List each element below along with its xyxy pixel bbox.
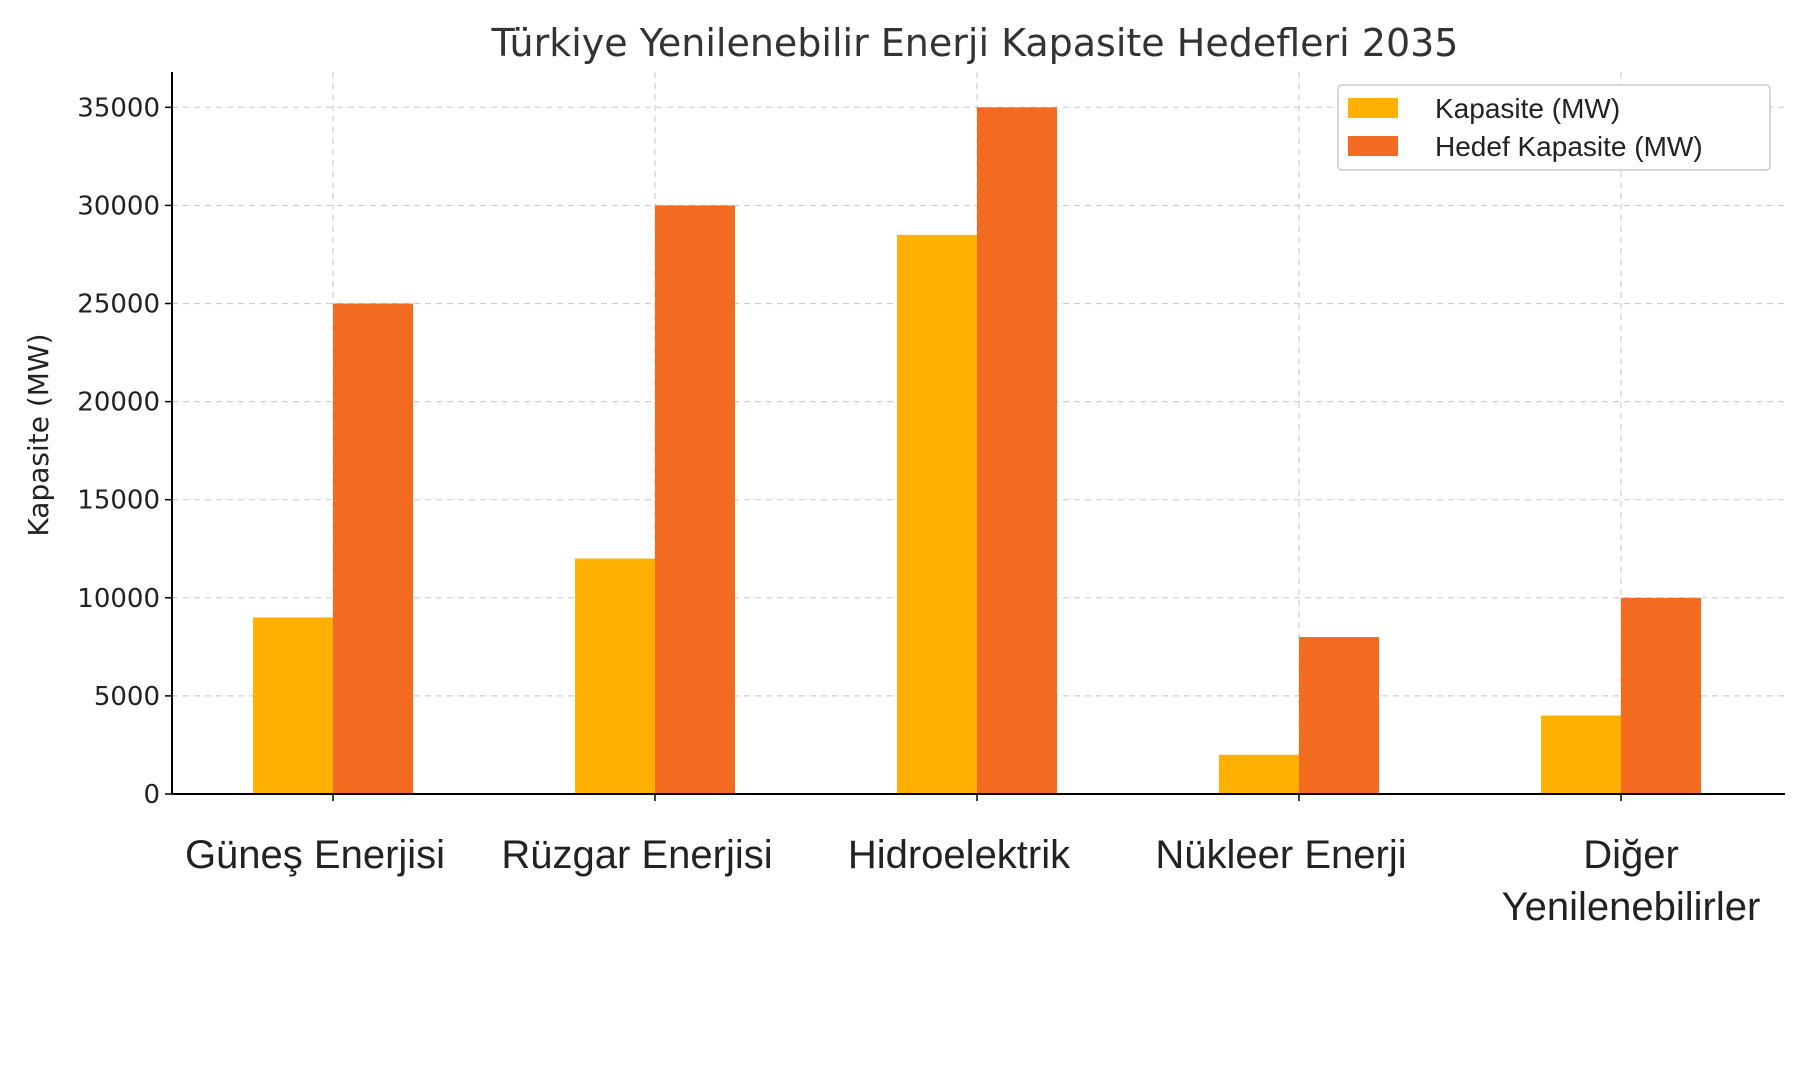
- bar-kapasite-2: [897, 234, 977, 794]
- x-tick-label: Yenilenebilirler: [1502, 885, 1761, 929]
- legend: Kapasite (MW) Hedef Kapasite (MW): [1337, 84, 1771, 171]
- legend-swatch: [1348, 136, 1398, 156]
- legend-label: Kapasite (MW): [1435, 93, 1620, 124]
- bar-hedef-kapasite-1: [655, 205, 735, 795]
- y-axis-label: Kapasite (MW): [22, 333, 55, 536]
- y-tick-label: 25000: [77, 290, 160, 320]
- y-tick-label: 15000: [77, 486, 160, 516]
- chart-title: Türkiye Yenilenebilir Enerji Kapasite He…: [491, 21, 1459, 65]
- x-tick-label: Diğer: [1583, 833, 1679, 877]
- bar-kapasite-3: [1219, 754, 1299, 794]
- y-tick-label: 0: [143, 780, 160, 810]
- bars: [253, 107, 1701, 795]
- axes: [165, 72, 1785, 801]
- y-tick-label: 10000: [77, 584, 160, 614]
- x-tick-label: Hidroelektrik: [848, 833, 1071, 877]
- legend-swatch: [1348, 98, 1398, 118]
- legend-box: [1337, 84, 1771, 171]
- bar-kapasite-4: [1541, 715, 1621, 794]
- legend-label: Hedef Kapasite (MW): [1435, 131, 1703, 162]
- bar-hedef-kapasite-3: [1299, 637, 1379, 794]
- x-tick-label: Rüzgar Enerjisi: [501, 833, 772, 877]
- bar-hedef-kapasite-2: [977, 107, 1057, 795]
- y-tick-label: 35000: [77, 93, 160, 123]
- x-tick-label: Nükleer Enerji: [1155, 833, 1406, 877]
- tick-labels: 0 5000 10000 15000 20000 25000 30000 35000 Güneş…: [77, 93, 1760, 929]
- x-tick-label: Güneş Enerjisi: [185, 833, 445, 877]
- y-tick-label: 30000: [77, 191, 160, 221]
- bar-kapasite-0: [253, 617, 333, 794]
- bar-hedef-kapasite-4: [1621, 597, 1701, 794]
- bar-kapasite-1: [575, 558, 655, 794]
- y-tick-label: 20000: [77, 388, 160, 418]
- bar-hedef-kapasite-0: [333, 303, 413, 794]
- y-tick-label: 5000: [94, 682, 160, 712]
